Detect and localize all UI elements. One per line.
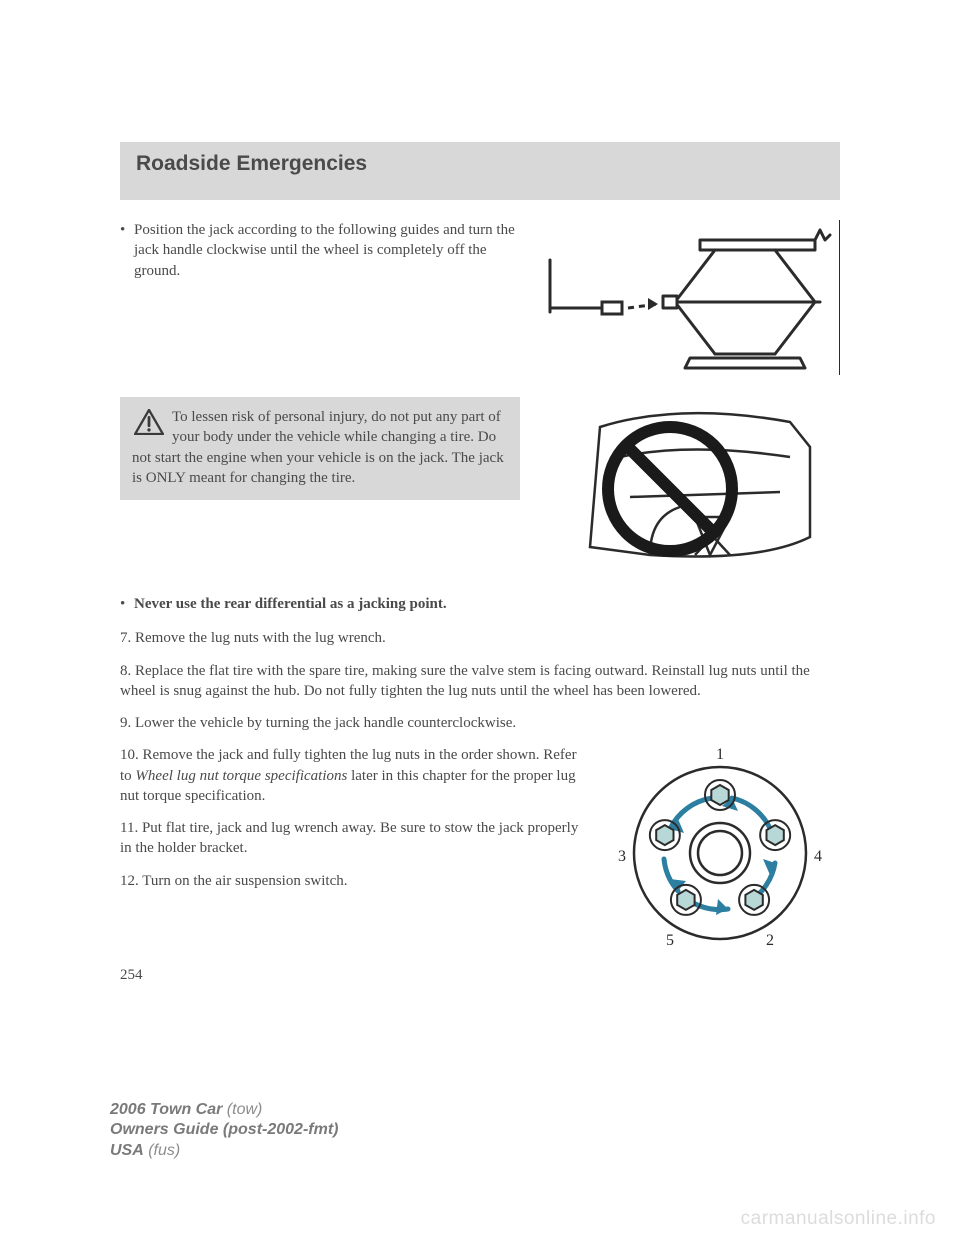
lug-label-5: 5 [666,932,674,949]
bullet-item: • Position the jack according to the fol… [120,220,520,281]
step-11: 11. Put flat tire, jack and lug wrench a… [120,818,580,859]
bullet-dot: • [120,220,134,281]
step-8: 8. Replace the flat tire with the spare … [120,661,840,702]
step-7: 7. Remove the lug nuts with the lug wren… [120,628,840,648]
footer-block: 2006 Town Car (tow) Owners Guide (post-2… [110,1100,338,1162]
jack-illustration [540,220,840,375]
lug-label-1: 1 [716,746,724,763]
step-9: 9. Lower the vehicle by turning the jack… [120,713,840,733]
footer-region: USA [110,1142,144,1159]
footer-guide: Owners Guide (post-2002-fmt) [110,1120,338,1141]
bullet-text: Never use the rear differential as a jac… [134,594,447,614]
lug-label-4: 4 [814,848,822,865]
section-title: Roadside Emergencies [136,152,824,176]
lug-label-3: 3 [618,848,626,865]
section-header: Roadside Emergencies [120,142,840,200]
warning-icon [134,409,164,435]
step-10: 10. Remove the jack and fully tighten th… [120,745,580,806]
footer-model: 2006 Town Car [110,1101,222,1118]
prohibition-illustration [540,397,840,572]
bullet-text: Position the jack according to the follo… [134,220,520,281]
bullet-item-bold: • Never use the rear differential as a j… [120,594,840,614]
step-10-italic: Wheel lug nut torque specifications [135,768,347,784]
lugnut-order-illustration: 1 4 3 2 5 [600,745,840,955]
step-12: 12. Turn on the air suspension switch. [120,871,580,891]
bullet-dot: • [120,594,134,614]
warning-callout: To lessen risk of personal injury, do no… [120,397,520,500]
warning-text: To lessen risk of personal injury, do no… [132,409,504,486]
watermark: carmanualsonline.info [741,1208,936,1230]
footer-region-code: (fus) [144,1142,180,1159]
page-number: 254 [120,967,840,984]
lug-label-2: 2 [766,932,774,949]
footer-model-code: (tow) [222,1101,262,1118]
